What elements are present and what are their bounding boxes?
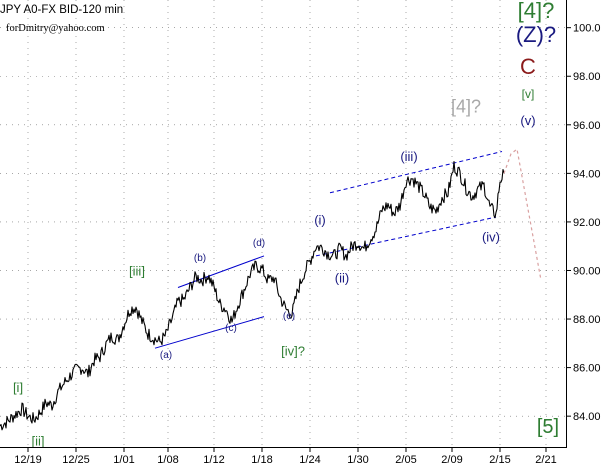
x-tick-label: 12/19 xyxy=(14,454,42,466)
author-credit: forDmitry@yahoo.com xyxy=(6,23,105,34)
x-tick-label: 1/12 xyxy=(203,454,224,466)
wave-label: (Z)? xyxy=(516,22,556,47)
dotted-grid xyxy=(0,0,566,447)
wave-label: (iii) xyxy=(400,149,417,164)
wave-label: (i) xyxy=(314,212,326,227)
wave-label: [4]? xyxy=(451,97,481,117)
wave-label: (a) xyxy=(160,350,172,361)
price-line xyxy=(0,160,505,431)
wave-channels xyxy=(154,151,503,349)
x-tick-label: 2/15 xyxy=(489,454,510,466)
x-tick-label: 1/30 xyxy=(347,454,368,466)
wave-label: [v] xyxy=(522,87,535,101)
wave-label: (iv) xyxy=(482,229,500,244)
price-series xyxy=(0,148,542,431)
wave-label: (e) xyxy=(283,311,295,322)
chart-title: JPY A0-FX BID-120 min xyxy=(0,4,123,16)
y-tick-label: 86.00 xyxy=(573,363,601,375)
x-tick-label: 2/09 xyxy=(441,454,462,466)
x-tick-labels: 12/19 12/25 1/01 1/08 1/12 1/18 1/24 1/30 2/05 2/… xyxy=(14,447,557,466)
wave-label: C xyxy=(520,54,536,79)
wave-label: [iv]? xyxy=(281,343,305,358)
wave-label: [iii] xyxy=(129,263,145,278)
wave-label: [5] xyxy=(537,416,559,438)
wave-label: [ii] xyxy=(32,433,45,448)
wave-label: (c) xyxy=(225,323,237,334)
y-tick-label: 92.00 xyxy=(573,217,601,229)
y-tick-label: 98.00 xyxy=(573,71,601,83)
wave-label: (b) xyxy=(194,253,206,264)
channel-line xyxy=(177,255,265,288)
y-tick-label: 96.00 xyxy=(573,120,601,132)
y-tick-label: 84.00 xyxy=(573,411,601,423)
x-tick-label: 1/24 xyxy=(299,454,320,466)
channel-line xyxy=(329,151,503,194)
channel-line xyxy=(154,316,265,349)
y-tick-label: 88.00 xyxy=(573,314,601,326)
wave-label: (ii) xyxy=(335,271,349,286)
y-tick-label: 90.00 xyxy=(573,265,601,277)
y-tick-label: 94.00 xyxy=(573,168,601,180)
wave-label: (v) xyxy=(520,113,535,128)
wave-label: [4]? xyxy=(518,0,555,23)
y-tick-labels: 84.00 86.00 88.00 90.00 92.00 94.00 96.00 98.00… xyxy=(566,23,601,423)
forecast-path xyxy=(503,148,542,281)
wave-labels: [i] [ii] [iii] (a) (b) (c) (d) (e) [iv]? (i) (ii) (… xyxy=(13,0,559,448)
x-tick-label: 2/21 xyxy=(535,454,556,466)
y-tick-label: 100.0 xyxy=(573,23,601,35)
x-tick-label: 1/18 xyxy=(251,454,272,466)
x-tick-label: 1/08 xyxy=(157,454,178,466)
x-tick-label: 1/01 xyxy=(113,454,134,466)
x-tick-label: 2/05 xyxy=(395,454,416,466)
x-tick-label: 12/25 xyxy=(62,454,90,466)
wave-label: (d) xyxy=(253,238,265,249)
wave-label: [i] xyxy=(13,380,23,395)
channel-line xyxy=(315,216,497,257)
